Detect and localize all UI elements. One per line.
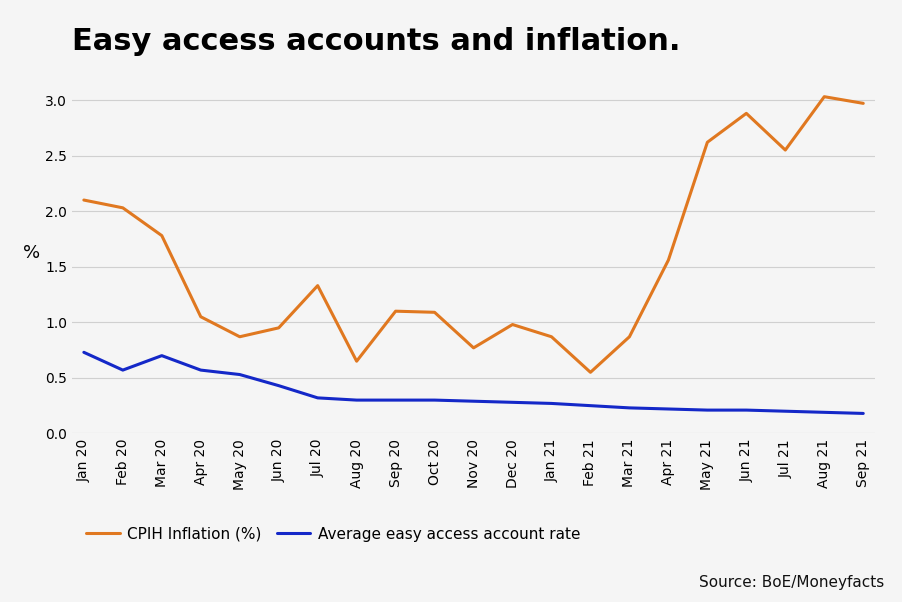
Text: Easy access accounts and inflation.: Easy access accounts and inflation.: [72, 27, 681, 56]
CPIH Inflation (%): [702, 138, 713, 146]
Average easy access account rate: [663, 405, 674, 412]
CPIH Inflation (%): [780, 146, 791, 154]
CPIH Inflation (%): [78, 196, 89, 203]
CPIH Inflation (%): [546, 333, 557, 340]
Average easy access account rate: [156, 352, 167, 359]
Average easy access account rate: [585, 402, 596, 409]
Average easy access account rate: [273, 382, 284, 389]
Average easy access account rate: [235, 371, 245, 378]
CPIH Inflation (%): [819, 93, 830, 101]
Average easy access account rate: [429, 397, 440, 404]
Average easy access account rate: [741, 406, 751, 414]
Average easy access account rate: [624, 405, 635, 412]
CPIH Inflation (%): [391, 308, 401, 315]
Legend: CPIH Inflation (%), Average easy access account rate: CPIH Inflation (%), Average easy access …: [79, 521, 586, 548]
Average easy access account rate: [507, 399, 518, 406]
CPIH Inflation (%): [429, 309, 440, 316]
CPIH Inflation (%): [507, 321, 518, 328]
Average easy access account rate: [819, 409, 830, 416]
CPIH Inflation (%): [312, 282, 323, 289]
Average easy access account rate: [468, 397, 479, 405]
CPIH Inflation (%): [196, 313, 207, 320]
Average easy access account rate: [312, 394, 323, 402]
Average easy access account rate: [780, 408, 791, 415]
CPIH Inflation (%): [117, 204, 128, 211]
CPIH Inflation (%): [858, 100, 869, 107]
CPIH Inflation (%): [663, 256, 674, 264]
Average easy access account rate: [351, 397, 362, 404]
CPIH Inflation (%): [235, 333, 245, 340]
CPIH Inflation (%): [741, 110, 751, 117]
CPIH Inflation (%): [624, 333, 635, 340]
Average easy access account rate: [702, 406, 713, 414]
CPIH Inflation (%): [585, 368, 596, 376]
Line: Average easy access account rate: Average easy access account rate: [84, 352, 863, 414]
Average easy access account rate: [391, 397, 401, 404]
Average easy access account rate: [78, 349, 89, 356]
Average easy access account rate: [858, 410, 869, 417]
Average easy access account rate: [196, 367, 207, 374]
Average easy access account rate: [546, 400, 557, 407]
Text: Source: BoE/Moneyfacts: Source: BoE/Moneyfacts: [699, 575, 884, 590]
CPIH Inflation (%): [351, 358, 362, 365]
CPIH Inflation (%): [273, 324, 284, 332]
Y-axis label: %: %: [23, 244, 40, 262]
CPIH Inflation (%): [156, 232, 167, 239]
Line: CPIH Inflation (%): CPIH Inflation (%): [84, 97, 863, 372]
CPIH Inflation (%): [468, 344, 479, 352]
Average easy access account rate: [117, 367, 128, 374]
